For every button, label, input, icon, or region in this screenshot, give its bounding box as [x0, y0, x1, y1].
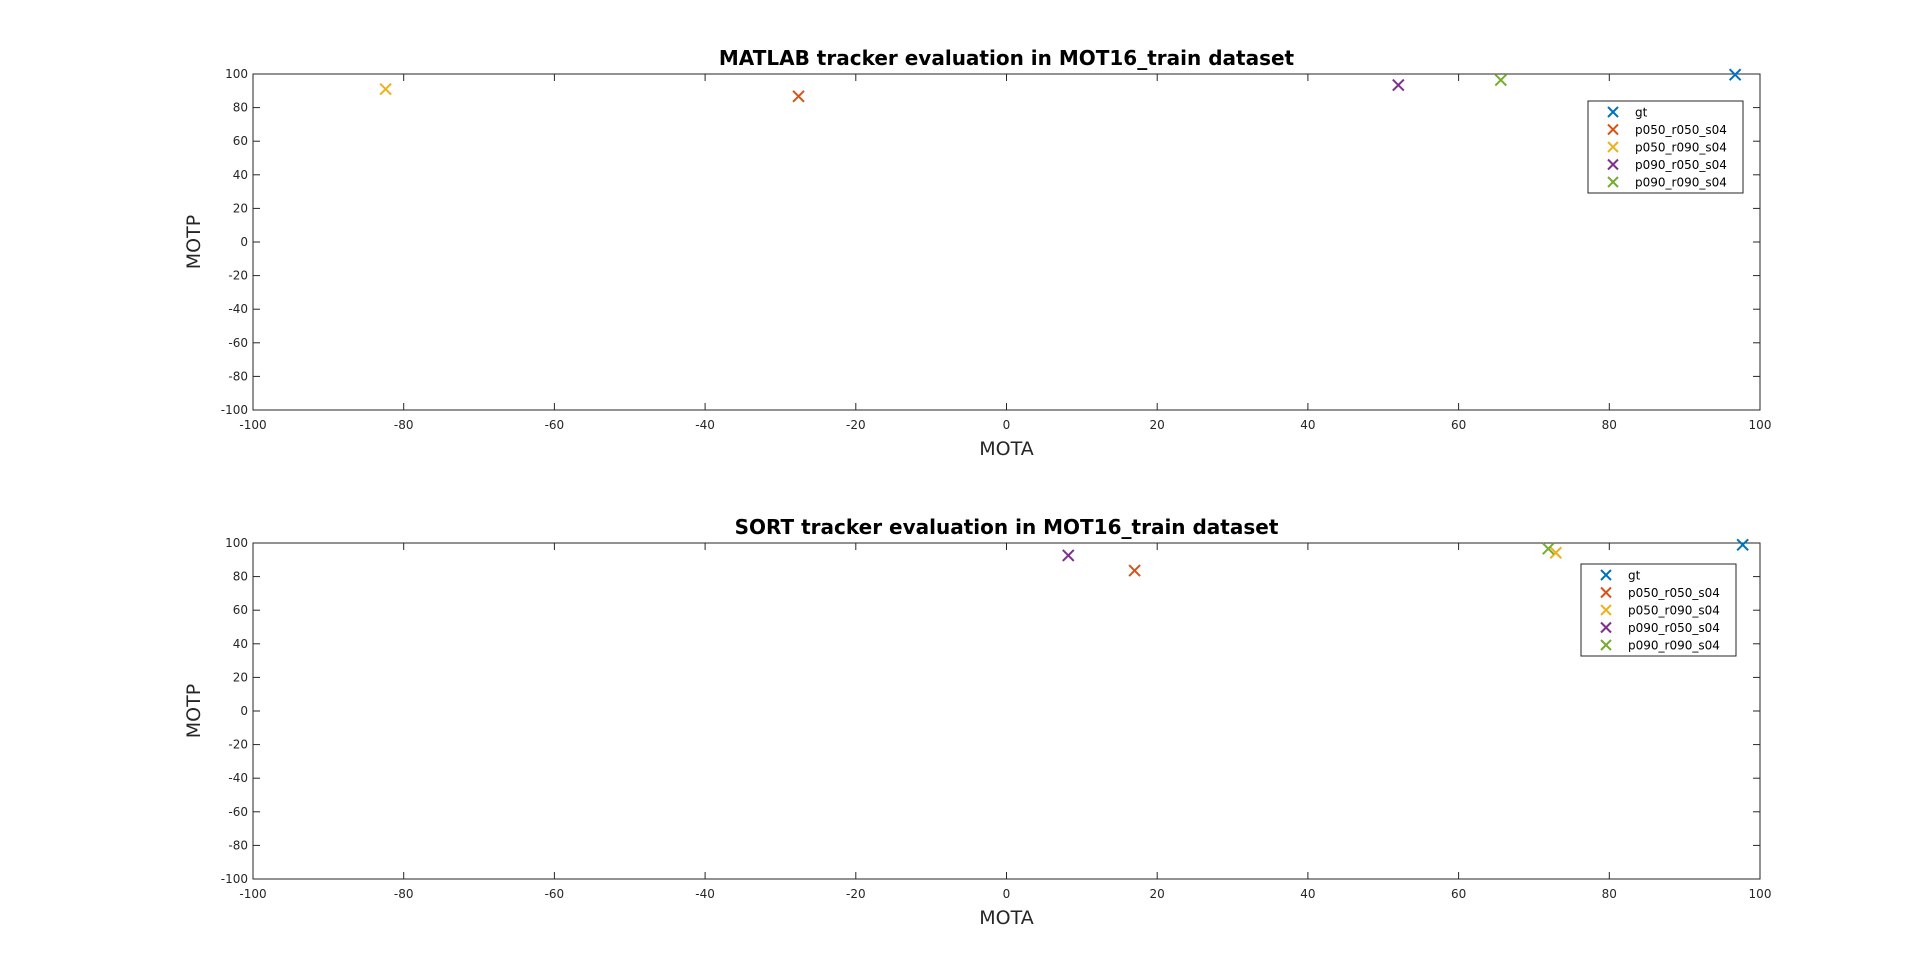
legend-marker-p090_r050_s04: [1600, 621, 1612, 634]
x-tick-label: 80: [1602, 418, 1617, 432]
legend-marker-p090_r050_s04: [1607, 158, 1619, 171]
legend-marker-p050_r090_s04: [1600, 604, 1612, 616]
x-tick-label: 100: [1749, 887, 1772, 901]
x-tick-label: -80: [394, 418, 414, 432]
legend-marker-p050_r090_s04: [1607, 141, 1619, 153]
legend-entry: gt: [1635, 106, 1648, 120]
legend-entry: p090_r090_s04: [1635, 176, 1727, 190]
y-tick-label: -60: [228, 336, 248, 350]
legend-entry: gt: [1628, 569, 1641, 583]
legend-entry: p050_r090_s04: [1635, 141, 1727, 155]
plot-area: [252, 542, 1761, 880]
x-tick-label: -20: [846, 887, 866, 901]
legend-entry: p090_r050_s04: [1628, 621, 1720, 635]
y-tick-label: -80: [228, 369, 248, 383]
y-tick-label: 40: [233, 637, 248, 651]
x-tick-label: 20: [1150, 887, 1165, 901]
y-tick-label: 60: [233, 134, 248, 148]
y-tick-label: -20: [228, 738, 248, 752]
legend-marker-p090_r090_s04: [1607, 176, 1619, 188]
x-tick-label: 60: [1451, 887, 1466, 901]
x-axis-label: MOTA: [979, 907, 1033, 929]
data-point-gt: [1736, 538, 1749, 552]
data-point-gt: [1728, 68, 1742, 81]
x-tick-label: -40: [695, 418, 715, 432]
x-tick-label: 40: [1300, 418, 1315, 432]
data-point-p090_r050_s04: [1062, 549, 1075, 562]
chart-2: -100 -80 -60 -40 -20 0 20 40 60 80 100 -100 -80 -60 -4…: [183, 515, 1771, 929]
legend-entry: p050_r050_s04: [1628, 586, 1720, 600]
y-tick-label: -80: [228, 838, 248, 852]
x-tick-label: -20: [846, 418, 866, 432]
legend-entry: p050_r050_s04: [1635, 123, 1727, 137]
legend-marker-gt: [1607, 106, 1619, 118]
data-point-p090_r050_s04: [1392, 78, 1405, 92]
y-axis-label: MOTP: [183, 684, 205, 738]
y-tick-label: -40: [228, 771, 248, 785]
legend-marker-gt: [1600, 569, 1612, 581]
y-tick-label: 20: [233, 201, 248, 215]
data-point-p090_r090_s04: [1494, 73, 1508, 87]
legend: gt p050_r050_s04 p050_r090_s04 p090_r050_s0…: [1587, 100, 1744, 194]
y-tick-label: -100: [221, 872, 248, 886]
x-tick-label: 100: [1749, 418, 1772, 432]
y-tick-label: 100: [225, 536, 248, 550]
data-point-p050_r090_s04: [379, 82, 392, 96]
y-tick-label: 80: [233, 101, 248, 115]
x-tick-label: 60: [1451, 418, 1466, 432]
data-point-p050_r090_s04: [1549, 546, 1563, 559]
x-tick-label: 40: [1300, 887, 1315, 901]
chart-title: MATLAB tracker evaluation in MOT16_train…: [719, 46, 1295, 70]
legend-entry: p090_r050_s04: [1635, 158, 1727, 172]
legend-entry: p090_r090_s04: [1628, 639, 1720, 653]
y-tick-label: -20: [228, 269, 248, 283]
y-tick-label: 80: [233, 570, 248, 584]
data-point-p090_r090_s04: [1542, 542, 1555, 555]
x-axis-label: MOTA: [979, 438, 1033, 460]
y-tick-label: -40: [228, 302, 248, 316]
y-tick-label: 40: [233, 168, 248, 182]
y-tick-label: 100: [225, 67, 248, 81]
data-point-p050_r050_s04: [1128, 564, 1141, 577]
x-tick-label: 20: [1150, 418, 1165, 432]
y-tick-label: 0: [240, 704, 248, 718]
legend-marker-p090_r090_s04: [1600, 639, 1612, 651]
chart-1: -100 -80 -60 -40 -20 0 20 40 60 80 100 -100 -80 -60 -4…: [183, 46, 1771, 460]
y-axis-label: MOTP: [183, 215, 205, 269]
x-tick-label: -100: [239, 887, 266, 901]
legend-entry: p050_r090_s04: [1628, 604, 1720, 618]
x-tick-label: -60: [545, 418, 565, 432]
y-tick-label: 20: [233, 670, 248, 684]
chart-title: SORT tracker evaluation in MOT16_train d…: [735, 515, 1279, 539]
x-tick-label: -40: [695, 887, 715, 901]
x-tick-label: 0: [1003, 887, 1011, 901]
y-tick-label: 0: [240, 235, 248, 249]
x-tick-label: 0: [1003, 418, 1011, 432]
x-tick-label: 80: [1602, 887, 1617, 901]
x-tick-label: -60: [545, 887, 565, 901]
y-tick-label: 60: [233, 603, 248, 617]
legend-marker-p050_r050_s04: [1600, 586, 1612, 599]
data-point-p050_r050_s04: [792, 90, 805, 103]
legend-marker-p050_r050_s04: [1607, 123, 1619, 136]
legend: gt p050_r050_s04 p050_r090_s04 p090_r050_s0…: [1580, 563, 1737, 657]
y-tick-label: -60: [228, 805, 248, 819]
x-tick-label: -80: [394, 887, 414, 901]
x-tick-label: -100: [239, 418, 266, 432]
plot-area: [252, 73, 1761, 411]
y-tick-label: -100: [221, 403, 248, 417]
